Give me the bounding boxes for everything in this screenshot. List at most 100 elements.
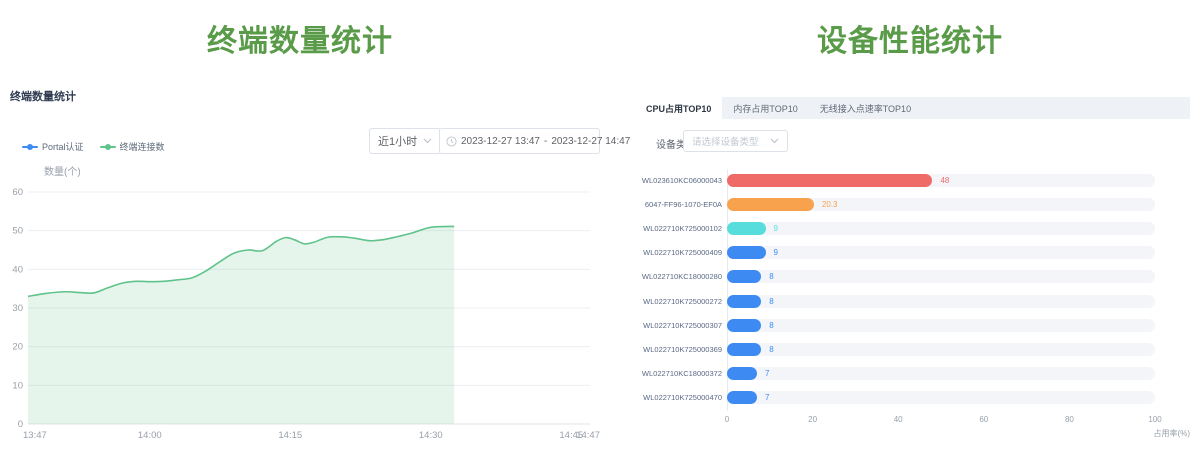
bar-chart-x-axis-title: 占用率(%) [1154,428,1190,439]
bar-value-label: 48 [940,176,949,185]
bar-x-tick-label: 60 [979,415,988,424]
bar-chart-x-axis: 020406080100 [727,415,1155,427]
bar-x-tick-label: 0 [725,415,729,424]
bar-row: WL022710K725000409 9 [635,241,1155,265]
bar-row: WL022710KC18000280 8 [635,265,1155,289]
bar-value-label: 7 [765,393,769,402]
tab-1[interactable]: 内存占用TOP10 [722,97,808,119]
bar-category-label: WL022710K725000369 [635,345,727,354]
cpu-top10-bar-chart: WL023610KC06000043 48 6047-FF96-1070-EF0A 2… [635,168,1155,410]
legend-marker [22,146,38,148]
date-range-start: 2023-12-27 13:47 [461,136,540,147]
terminal-stats-panel: 终端数量统计 终端数量统计 Portal认证 终端连接数 近1小时 2023-12… [0,0,600,456]
bar-fill [727,222,766,235]
bar-x-tick-label: 100 [1148,415,1161,424]
bar-track: 8 [727,343,1155,356]
bar-fill [727,367,757,380]
bar-track: 7 [727,367,1155,380]
x-tick-label: 14:30 [419,430,443,441]
bar-category-label: WL022710KC18000372 [635,369,727,378]
bar-value-label: 8 [769,272,773,281]
line-chart-legend: Portal认证 终端连接数 [22,140,165,153]
y-tick-label: 10 [12,380,23,391]
y-tick-label: 30 [12,303,23,314]
bar-value-label: 9 [774,224,778,233]
date-range-separator: - [544,136,547,147]
y-tick-label: 0 [18,419,23,430]
bar-category-label: WL022710K725000102 [635,224,727,233]
y-tick-label: 40 [12,264,23,275]
bar-category-label: WL022710K725000307 [635,321,727,330]
dashboard-page: 终端数量统计 终端数量统计 Portal认证 终端连接数 近1小时 2023-12… [0,0,1200,456]
bar-x-tick-label: 40 [894,415,903,424]
bar-row: WL022710K725000470 7 [635,386,1155,410]
legend-marker [100,146,116,148]
bar-value-label: 9 [774,248,778,257]
legend-label: Portal认证 [42,140,84,153]
x-tick-label: 14:00 [138,430,162,441]
y-tick-label: 20 [12,342,23,353]
bar-fill [727,270,761,283]
terminal-card-title: 终端数量统计 [10,88,76,104]
bar-row: WL022710K7250003078 [635,313,1155,337]
bar-value-label: 7 [765,369,769,378]
bar-row: WL022710K725000272 8 [635,289,1155,313]
time-range-value: 近1小时 [378,133,417,149]
legend-label: 终端连接数 [120,140,165,153]
bar-track: 8 [727,319,1155,332]
bar-category-label: WL023610KC06000043 [635,176,727,185]
bar-row: WL022710K725000102 9 [635,216,1155,240]
time-range-select[interactable]: 近1小时 [369,128,441,154]
bar-fill [727,198,814,211]
chevron-down-icon [423,138,432,144]
bar-track: 9 [727,246,1155,259]
bar-fill [727,246,766,259]
bar-row: WL022710KC18000372 7 [635,362,1155,386]
tab-2[interactable]: 无线接入点速率TOP10 [809,97,922,119]
bar-fill [727,319,761,332]
y-tick-label: 50 [12,226,23,237]
bar-track: 48 [727,174,1155,187]
x-tick-label: 14:15 [278,430,302,441]
bar-value-label: 8 [769,345,773,354]
x-tick-label: 14:47 [576,430,600,441]
device-type-placeholder: 请选择设备类型 [692,134,759,148]
bar-category-label: WL022710KC18000280 [635,272,727,281]
chevron-down-icon [770,138,779,144]
legend-item[interactable]: Portal认证 [22,140,84,153]
bar-track: 8 [727,295,1155,308]
tab-0[interactable]: CPU占用TOP10 [635,97,722,119]
clock-icon [446,136,457,147]
bar-fill [727,295,761,308]
bar-value-label: 8 [769,297,773,306]
bar-category-label: WL022710K725000470 [635,393,727,402]
device-perf-banner: 设备性能统计 [620,16,1200,60]
device-type-select[interactable]: 请选择设备类型 [683,130,788,152]
bar-value-label: 20.3 [822,200,838,209]
bar-x-tick-label: 80 [1065,415,1074,424]
bar-category-label: WL022710K725000409 [635,248,727,257]
date-range-end: 2023-12-27 14:47 [551,136,630,147]
bar-track: 7 [727,391,1155,404]
bar-fill [727,391,757,404]
y-axis-title: 数量(个) [44,163,81,178]
terminal-line-chart: 010203040506013:4714:0014:1514:3014:4514… [0,185,600,450]
terminal-panel-banner: 终端数量统计 [0,16,600,60]
legend-item[interactable]: 终端连接数 [100,140,165,153]
bar-track: 20.3 [727,198,1155,211]
date-range-picker[interactable]: 2023-12-27 13:47 - 2023-12-27 14:47 [439,128,600,154]
series-area-终端连接数 [28,226,454,424]
device-perf-panel: 设备性能统计 CPU占用TOP10内存占用TOP10无线接入点速率TOP10 设… [620,0,1200,456]
perf-tab-bar: CPU占用TOP10内存占用TOP10无线接入点速率TOP10 [635,97,1190,119]
bar-fill [727,174,932,187]
bar-track: 8 [727,270,1155,283]
bar-fill [727,343,761,356]
bar-row: 6047-FF96-1070-EF0A 20.3 [635,192,1155,216]
bar-row: WL022710K725000369 8 [635,337,1155,361]
bar-category-label: WL022710K725000272 [635,297,727,306]
bar-category-label: 6047-FF96-1070-EF0A [635,200,727,209]
bar-track: 9 [727,222,1155,235]
x-tick-label: 13:47 [23,430,47,441]
bar-row: WL023610KC06000043 48 [635,168,1155,192]
y-tick-label: 60 [12,187,23,198]
